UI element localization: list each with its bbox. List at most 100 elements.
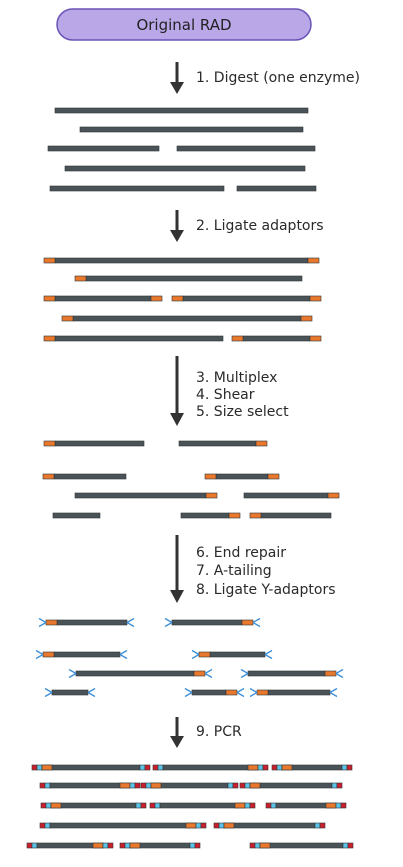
adaptor bbox=[43, 335, 56, 342]
dna-fragment bbox=[171, 619, 243, 626]
pcr-end-marker bbox=[336, 782, 343, 789]
down-arrow-icon bbox=[170, 62, 184, 94]
y-adaptor-arm bbox=[44, 687, 53, 694]
y-adaptor-arm bbox=[191, 653, 200, 660]
stage-digest-fragments bbox=[47, 107, 317, 192]
adaptor bbox=[61, 315, 74, 322]
pcr-end-marker bbox=[340, 802, 347, 809]
pcr-end-marker bbox=[335, 802, 342, 809]
y-adaptor-arm bbox=[164, 621, 173, 628]
adaptor bbox=[327, 492, 340, 499]
dna-fragment bbox=[54, 335, 224, 342]
adaptor bbox=[223, 822, 235, 829]
y-adaptor-arm bbox=[119, 653, 128, 660]
pcr-end-marker bbox=[270, 802, 277, 809]
adaptor bbox=[43, 295, 56, 302]
y-adaptor-arm bbox=[68, 672, 77, 679]
y-adaptor-arm bbox=[68, 668, 77, 675]
step-9: 9. PCR bbox=[170, 717, 242, 748]
y-adaptor-arm bbox=[164, 617, 173, 624]
pcr-end-marker bbox=[26, 842, 33, 849]
adaptor bbox=[42, 473, 55, 480]
dna-fragment bbox=[176, 145, 316, 152]
pcr-end-marker bbox=[341, 764, 348, 771]
pcr-end-marker bbox=[149, 802, 156, 809]
adaptor bbox=[41, 764, 53, 771]
y-adaptor-arm bbox=[249, 691, 258, 698]
adaptor bbox=[267, 473, 280, 480]
dna-fragment bbox=[49, 185, 225, 192]
adaptor bbox=[150, 782, 162, 789]
pcr-end-marker bbox=[134, 782, 141, 789]
pcr-end-marker bbox=[244, 802, 251, 809]
adaptor bbox=[42, 651, 55, 658]
adaptor bbox=[307, 257, 320, 264]
step-label: 9. PCR bbox=[196, 724, 242, 740]
title-pill-shape bbox=[56, 8, 312, 41]
y-adaptor-arm bbox=[249, 687, 258, 694]
dna-fragment bbox=[243, 492, 329, 499]
pcr-end-marker bbox=[140, 802, 147, 809]
y-adaptor-arm bbox=[252, 617, 261, 624]
pcr-end-marker bbox=[107, 842, 114, 849]
dna-fragment bbox=[53, 473, 127, 480]
adaptor bbox=[171, 295, 184, 302]
stage-adaptor-ligated-fragments bbox=[43, 257, 322, 342]
dna-fragment bbox=[260, 512, 332, 519]
adaptor bbox=[228, 512, 241, 519]
pcr-end-marker bbox=[31, 764, 38, 771]
dna-fragment bbox=[259, 842, 344, 849]
adaptor bbox=[309, 335, 322, 342]
y-adaptor-arm bbox=[252, 621, 261, 628]
pcr-end-marker bbox=[140, 782, 147, 789]
adaptor bbox=[249, 512, 262, 519]
dna-fragment bbox=[191, 689, 227, 696]
dna-fragment bbox=[182, 295, 311, 302]
pcr-end-marker bbox=[31, 842, 38, 849]
y-adaptor-arm bbox=[184, 691, 193, 698]
down-arrow-icon bbox=[170, 717, 184, 748]
y-adaptor-arm bbox=[87, 687, 96, 694]
step-label: 1. Digest (one enzyme) bbox=[196, 70, 360, 86]
y-adaptor-arm bbox=[126, 617, 135, 624]
adaptor bbox=[324, 670, 337, 677]
dna-fragment bbox=[52, 512, 101, 519]
pcr-end-marker bbox=[129, 782, 136, 789]
dna-fragment bbox=[236, 185, 317, 192]
pcr-end-marker bbox=[157, 764, 164, 771]
adaptor bbox=[309, 295, 322, 302]
pcr-end-marker bbox=[342, 842, 349, 849]
pcr-end-marker bbox=[257, 764, 264, 771]
down-arrow-icon bbox=[170, 210, 184, 242]
y-adaptor-arm bbox=[119, 649, 128, 656]
pcr-end-marker bbox=[239, 782, 246, 789]
pcr-end-marker bbox=[152, 764, 159, 771]
pcr-end-marker bbox=[195, 822, 202, 829]
step-label: 4. Shear bbox=[196, 387, 255, 403]
adaptor bbox=[300, 315, 313, 322]
stage-sheared-fragments bbox=[42, 440, 340, 519]
step-label: 2. Ligate adaptors bbox=[196, 218, 324, 234]
adaptor bbox=[43, 440, 56, 447]
y-adaptor-arm bbox=[126, 621, 135, 628]
adaptor bbox=[193, 670, 206, 677]
dna-fragment bbox=[41, 764, 141, 771]
adaptor bbox=[325, 802, 337, 809]
pcr-end-marker bbox=[139, 764, 146, 771]
adaptor bbox=[259, 842, 271, 849]
pcr-end-marker bbox=[36, 764, 43, 771]
pcr-end-marker bbox=[119, 842, 126, 849]
y-adaptor-arm bbox=[38, 617, 47, 624]
y-adaptor-arm bbox=[236, 687, 245, 694]
adaptor bbox=[255, 440, 268, 447]
y-adaptor-arm bbox=[204, 672, 213, 679]
y-adaptor-arm bbox=[240, 668, 249, 675]
adaptor bbox=[74, 275, 87, 282]
step-6-7-8: 6. End repair 7. A-tailing 8. Ligate Y-a… bbox=[170, 535, 336, 603]
y-adaptor-arm bbox=[35, 653, 44, 660]
pcr-end-marker bbox=[254, 842, 261, 849]
pcr-end-marker bbox=[144, 764, 151, 771]
y-adaptor-arm bbox=[329, 691, 338, 698]
pcr-end-marker bbox=[39, 822, 46, 829]
adaptor bbox=[185, 822, 197, 829]
